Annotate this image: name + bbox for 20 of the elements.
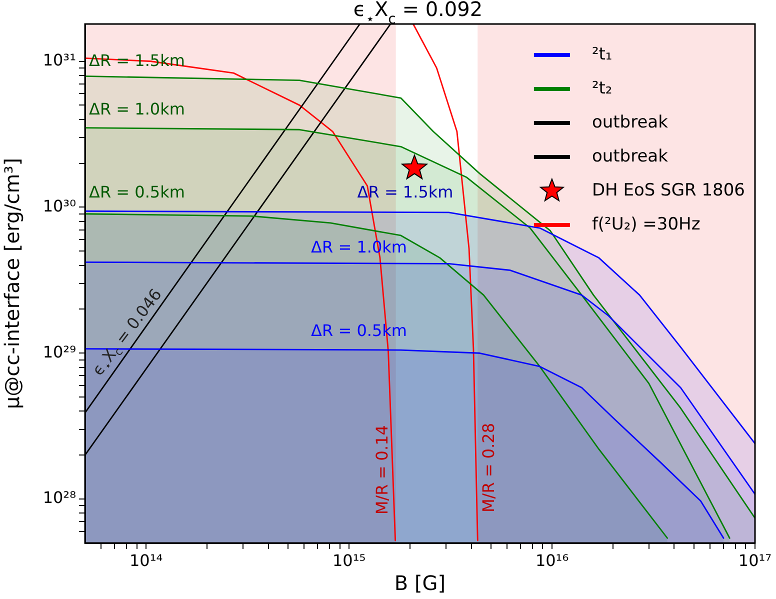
legend-label: outbreak: [592, 112, 668, 132]
y-tick-label: 10³⁰: [42, 196, 76, 216]
legend-label: ²t₁: [592, 44, 612, 64]
y-tick-label: 10²⁸: [42, 488, 76, 508]
x-tick-label: 10¹⁴: [130, 550, 163, 570]
x-tick-label: 10¹⁵: [332, 550, 366, 570]
x-tick-label: 10¹⁶: [535, 550, 569, 570]
annotation: ΔR = 0.5km: [89, 182, 185, 202]
legend-label: f(²U₂) =30Hz: [592, 214, 700, 234]
y-tick-label: 10³¹: [42, 50, 76, 70]
annotation: M/R = 0.14: [372, 425, 392, 515]
x-tick-label: 10¹⁷: [738, 550, 772, 570]
annotation: ΔR = 1.0km: [89, 99, 185, 118]
legend-label: ²t₂: [592, 78, 612, 98]
x-axis-title: B [G]: [394, 571, 446, 596]
legend-label: DH EoS SGR 1806: [592, 180, 746, 200]
y-tick-label: 10²⁹: [42, 342, 76, 362]
y-axis-title: μ@cc-interface [erg/cm³]: [0, 158, 24, 410]
legend-label: outbreak: [592, 146, 668, 166]
annotation: M/R = 0.28: [478, 422, 498, 513]
